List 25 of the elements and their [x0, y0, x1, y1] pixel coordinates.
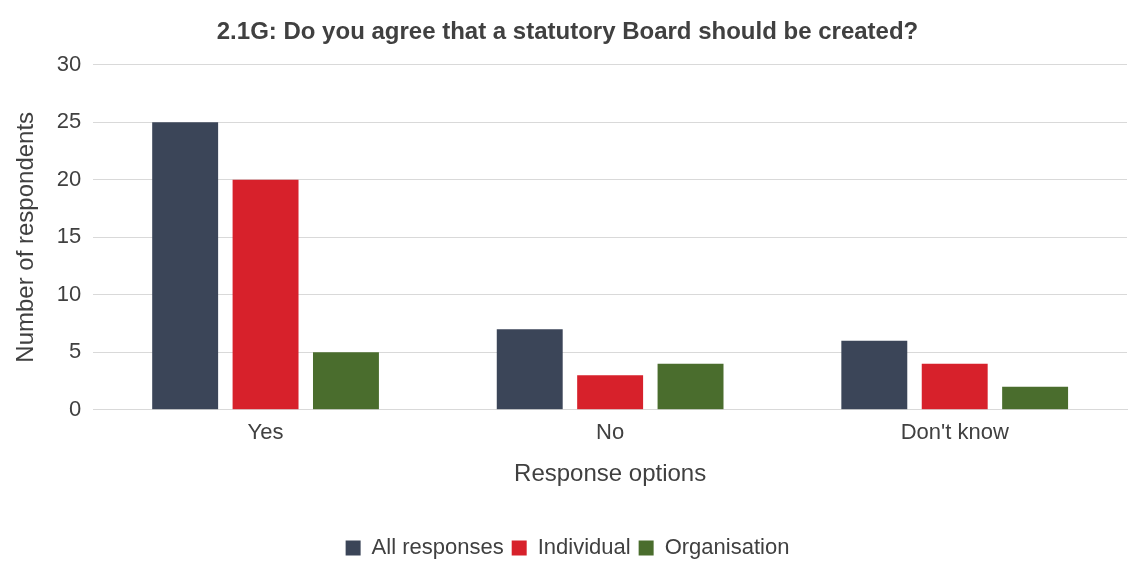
y-tick-label: 25: [56, 108, 82, 134]
bar: [496, 329, 563, 410]
x-tick-label: No: [596, 419, 625, 445]
bar: [841, 340, 908, 410]
y-tick-label: 20: [56, 165, 82, 191]
x-axis-title: Response options: [514, 459, 707, 487]
legend-label: Individual: [537, 534, 631, 560]
y-tick-label: 10: [56, 280, 82, 306]
x-tick-label: Yes: [247, 419, 284, 445]
bar: [577, 375, 644, 410]
bar: [921, 363, 988, 410]
x-tick-label: Don't know: [900, 419, 1009, 445]
legend-label: Organisation: [664, 534, 790, 560]
bar: [1002, 386, 1069, 410]
y-axis-title: Number of respondents: [11, 111, 39, 363]
bar: [152, 122, 219, 410]
y-tick-label: 5: [69, 338, 82, 364]
y-tick-label: 30: [56, 50, 82, 76]
y-tick-label: 0: [69, 395, 82, 421]
legend-label: All responses: [371, 534, 504, 560]
chart-title: 2.1G: Do you agree that a statutory Board should be created?: [216, 17, 919, 45]
y-tick-label: 15: [56, 223, 82, 249]
bar: [232, 179, 299, 410]
bar: [313, 352, 379, 410]
bar: [657, 363, 724, 410]
